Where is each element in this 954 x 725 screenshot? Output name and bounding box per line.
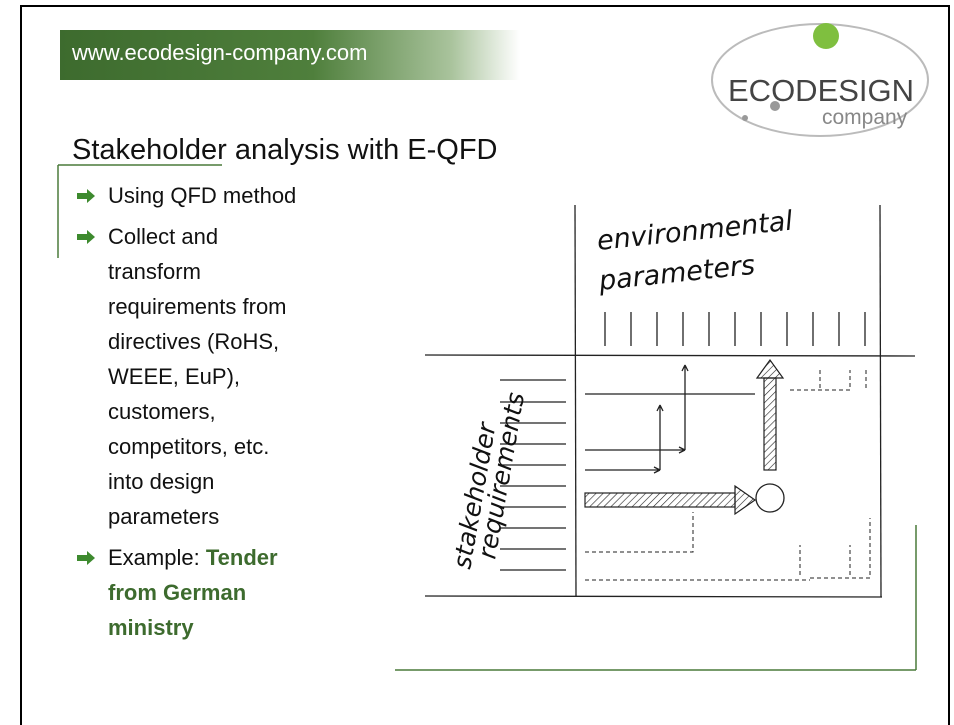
- bullet-list: Using QFD method Collect and transform r…: [76, 178, 306, 651]
- diagram-label: parameters: [596, 250, 756, 297]
- hatched-arrow: [764, 378, 776, 470]
- bullet-text: Example: Tender from German ministry: [108, 540, 306, 645]
- sketch-dashed: [585, 370, 870, 580]
- logo-sub: company: [822, 106, 908, 129]
- hatched-arrow-head: [735, 486, 755, 514]
- bullet-text: Using QFD method: [108, 178, 306, 213]
- logo-ball: [813, 23, 839, 49]
- slide: www.ecodesign-company.com ECODESIGN comp…: [0, 0, 954, 720]
- bullet-text: Example:: [108, 545, 200, 570]
- logo-brand: ECODESIGN: [728, 73, 914, 108]
- bullet-text: Collect and transform requirements from …: [108, 219, 306, 534]
- bullet-arrow: [76, 229, 96, 245]
- bullet: Using QFD method: [76, 178, 306, 213]
- bullet: Collect and transform requirements from …: [76, 219, 306, 534]
- bullet: Example: Tender from German ministry: [76, 540, 306, 645]
- hatched-arrow: [585, 493, 735, 507]
- slide-title: Stakeholder analysis with E-QFD: [72, 134, 498, 167]
- logo-dot: [742, 115, 748, 121]
- bullet-arrow: [76, 188, 96, 204]
- diagram-label: environmental: [595, 206, 794, 257]
- bullet-arrow: [76, 550, 96, 566]
- hatched-arrow-head: [757, 360, 783, 378]
- sketch-node: [756, 484, 784, 512]
